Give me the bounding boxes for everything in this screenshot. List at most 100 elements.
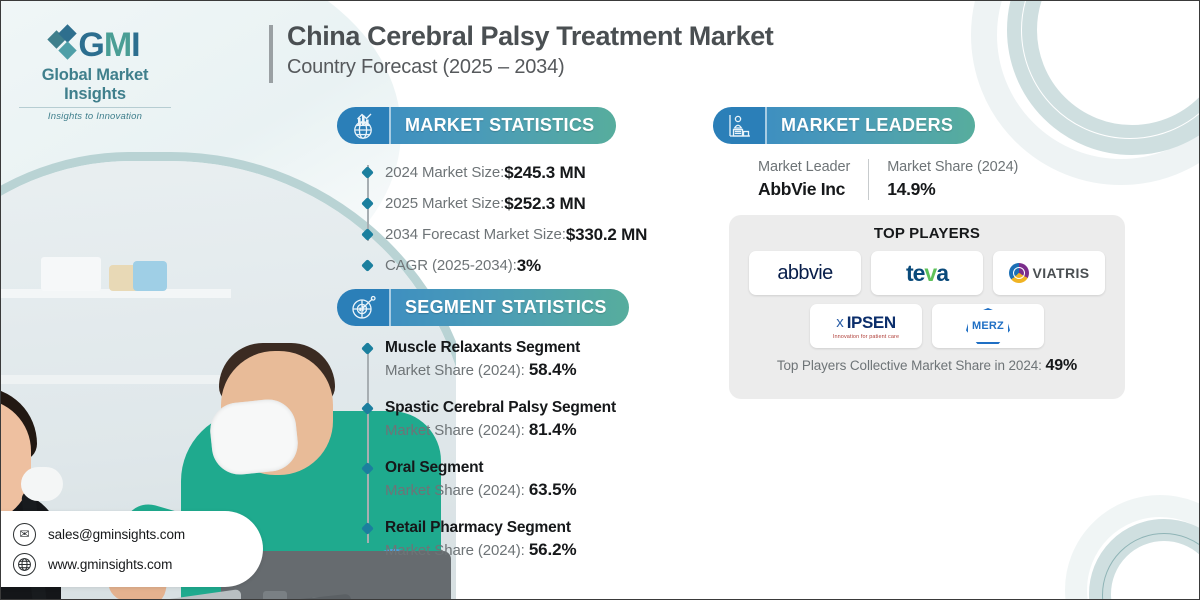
- market-share-caption: Market Share (2024): [887, 159, 1019, 175]
- market-stat-value-0: $245.3 MN: [504, 162, 586, 182]
- market-leader-summary: Market Leader AbbVie Inc Market Share (2…: [758, 159, 1036, 200]
- market-stat-row-0: 2024 Market Size: $245.3 MN: [359, 157, 689, 188]
- segment-title-1: Spastic Cerebral Palsy Segment: [385, 399, 616, 416]
- bullet-diamond-icon: [361, 165, 374, 179]
- market-stat-row-3: CAGR (2025-2034): 3%: [359, 250, 689, 281]
- bullet-diamond-icon: [361, 227, 374, 241]
- segment-share-value-0: 58.4%: [528, 360, 577, 379]
- teva-logo-text: teva: [905, 259, 949, 286]
- contact-email-row[interactable]: ✉ sales@gminsights.com: [13, 522, 263, 546]
- viatris-globe-icon: [1008, 263, 1029, 283]
- market-share-column: Market Share (2024) 14.9%: [868, 159, 1036, 200]
- decor-ring-bottom-right-mid: [1089, 519, 1199, 599]
- logo-diamond-icon: [47, 24, 78, 65]
- player-logo-merz: MERZ: [932, 304, 1044, 348]
- globe-icon: [13, 552, 36, 576]
- market-stat-label-0: 2024 Market Size:: [385, 164, 505, 181]
- segment-row-0: Muscle Relaxants Segment Market Share (2…: [359, 339, 689, 380]
- logo-tagline: Insights to Innovation: [47, 111, 143, 122]
- bullet-diamond-icon: [361, 402, 374, 415]
- market-stat-value-3: 3%: [516, 255, 541, 275]
- market-stat-row-1: 2025 Market Size: $252.3 MN: [359, 188, 689, 219]
- bullet-diamond-icon: [361, 462, 374, 475]
- segment-title-3: Retail Pharmacy Segment: [385, 519, 571, 536]
- top-players-footer-value: 49%: [1045, 357, 1078, 374]
- segment-share-0: Market Share (2024): 58.4%: [385, 360, 689, 380]
- player-logo-teva: teva: [871, 251, 983, 295]
- player-logo-abbvie: abbvie: [749, 251, 861, 295]
- abbvie-logo-text: abbvie: [777, 261, 833, 284]
- segment-title-0: Muscle Relaxants Segment: [385, 339, 581, 356]
- segment-share-label-2: Market Share (2024):: [385, 482, 529, 499]
- segment-share-1: Market Share (2024): 81.4%: [385, 420, 689, 440]
- market-leaders-label: MARKET LEADERS: [765, 107, 976, 144]
- segment-title-2: Oral Segment: [385, 459, 484, 476]
- top-players-footer-label: Top Players Collective Market Share in 2…: [776, 358, 1046, 373]
- decor-ring-top-right-mid: [1007, 1, 1199, 155]
- decor-ring-bottom-right-thin: [1102, 533, 1199, 599]
- podium-leader-icon: [713, 107, 765, 144]
- segment-connector-line: [367, 343, 369, 543]
- segment-statistics-list: Muscle Relaxants Segment Market Share (2…: [359, 339, 689, 560]
- top-players-panel: TOP PLAYERS abbvie teva VIATRIS x I: [729, 215, 1125, 399]
- title-subtitle: Country Forecast (2025 – 2034): [287, 55, 565, 78]
- top-players-footer: Top Players Collective Market Share in 2…: [743, 357, 1111, 375]
- segment-share-value-3: 56.2%: [528, 540, 577, 559]
- decor-ring-top-right-thin: [1021, 1, 1199, 139]
- market-stat-label-3: CAGR (2025-2034):: [385, 257, 517, 274]
- target-chart-icon: [337, 289, 389, 326]
- bullet-diamond-icon: [361, 342, 374, 355]
- market-share-value: 14.9%: [887, 179, 936, 199]
- logo-divider: [19, 107, 171, 108]
- gmi-logo: GMI Global Market Insights Insights to I…: [15, 24, 175, 122]
- top-players-row-1: abbvie teva VIATRIS: [743, 251, 1111, 295]
- top-players-row-2: x IPSEN Innovation for patient care MERZ: [743, 304, 1111, 348]
- envelope-icon: ✉: [13, 522, 36, 546]
- logo-gmi-text: GMI: [78, 25, 140, 64]
- contact-website-row[interactable]: www.gminsights.com: [13, 552, 263, 576]
- segment-share-label-0: Market Share (2024):: [385, 362, 529, 379]
- bullet-diamond-icon: [361, 522, 374, 535]
- ipsen-helix-icon: x: [836, 314, 844, 331]
- title-main: China Cerebral Palsy Treatment Market: [287, 21, 774, 51]
- contact-card: ✉ sales@gminsights.com www.gminsights.co…: [1, 511, 263, 587]
- segment-share-2: Market Share (2024): 63.5%: [385, 480, 689, 500]
- globe-chart-icon: [337, 107, 389, 144]
- market-leader-column: Market Leader AbbVie Inc: [758, 159, 868, 200]
- market-leaders-header: MARKET LEADERS: [713, 107, 976, 144]
- page-title: China Cerebral Palsy Treatment Market Co…: [269, 21, 774, 83]
- market-stat-row-2: 2034 Forecast Market Size: $330.2 MN: [359, 219, 689, 250]
- market-stat-value-2: $330.2 MN: [565, 224, 648, 244]
- title-accent-bar: [269, 25, 273, 83]
- market-leader-value: AbbVie Inc: [758, 179, 846, 199]
- top-players-title: TOP PLAYERS: [873, 225, 981, 242]
- merz-logo-text: MERZ: [972, 320, 1004, 332]
- ipsen-logo-text: IPSEN: [846, 312, 896, 332]
- segment-row-2: Oral Segment Market Share (2024): 63.5%: [359, 459, 689, 500]
- viatris-logo-text: VIATRIS: [1032, 265, 1090, 281]
- segment-share-value-1: 81.4%: [528, 420, 577, 439]
- decor-ring-top-right-outer: [971, 1, 1199, 185]
- bullet-diamond-icon: [361, 258, 374, 272]
- decor-ring-bottom-right-outer: [1065, 495, 1199, 599]
- segment-share-value-2: 63.5%: [528, 480, 577, 499]
- segment-row-3: Retail Pharmacy Segment Market Share (20…: [359, 519, 689, 560]
- player-logo-ipsen: x IPSEN Innovation for patient care: [810, 304, 922, 348]
- logo-company-name: Global Market Insights: [41, 66, 149, 103]
- segment-share-3: Market Share (2024): 56.2%: [385, 540, 689, 560]
- segment-statistics-label: SEGMENT STATISTICS: [389, 289, 629, 326]
- market-statistics-label: MARKET STATISTICS: [389, 107, 617, 144]
- segment-row-1: Spastic Cerebral Palsy Segment Market Sh…: [359, 399, 689, 440]
- market-stat-label-1: 2025 Market Size:: [385, 195, 505, 212]
- market-statistics-header: MARKET STATISTICS: [337, 107, 617, 144]
- segment-share-label-3: Market Share (2024):: [385, 542, 529, 559]
- market-stat-value-1: $252.3 MN: [504, 193, 586, 213]
- ipsen-tagline: Innovation for patient care: [832, 333, 900, 340]
- contact-email-text: sales@gminsights.com: [48, 526, 186, 542]
- segment-share-label-1: Market Share (2024):: [385, 422, 529, 439]
- market-leader-caption: Market Leader: [758, 159, 851, 175]
- segment-statistics-header: SEGMENT STATISTICS: [337, 289, 629, 326]
- contact-website-text: www.gminsights.com: [48, 556, 173, 572]
- player-logo-viatris: VIATRIS: [993, 251, 1105, 295]
